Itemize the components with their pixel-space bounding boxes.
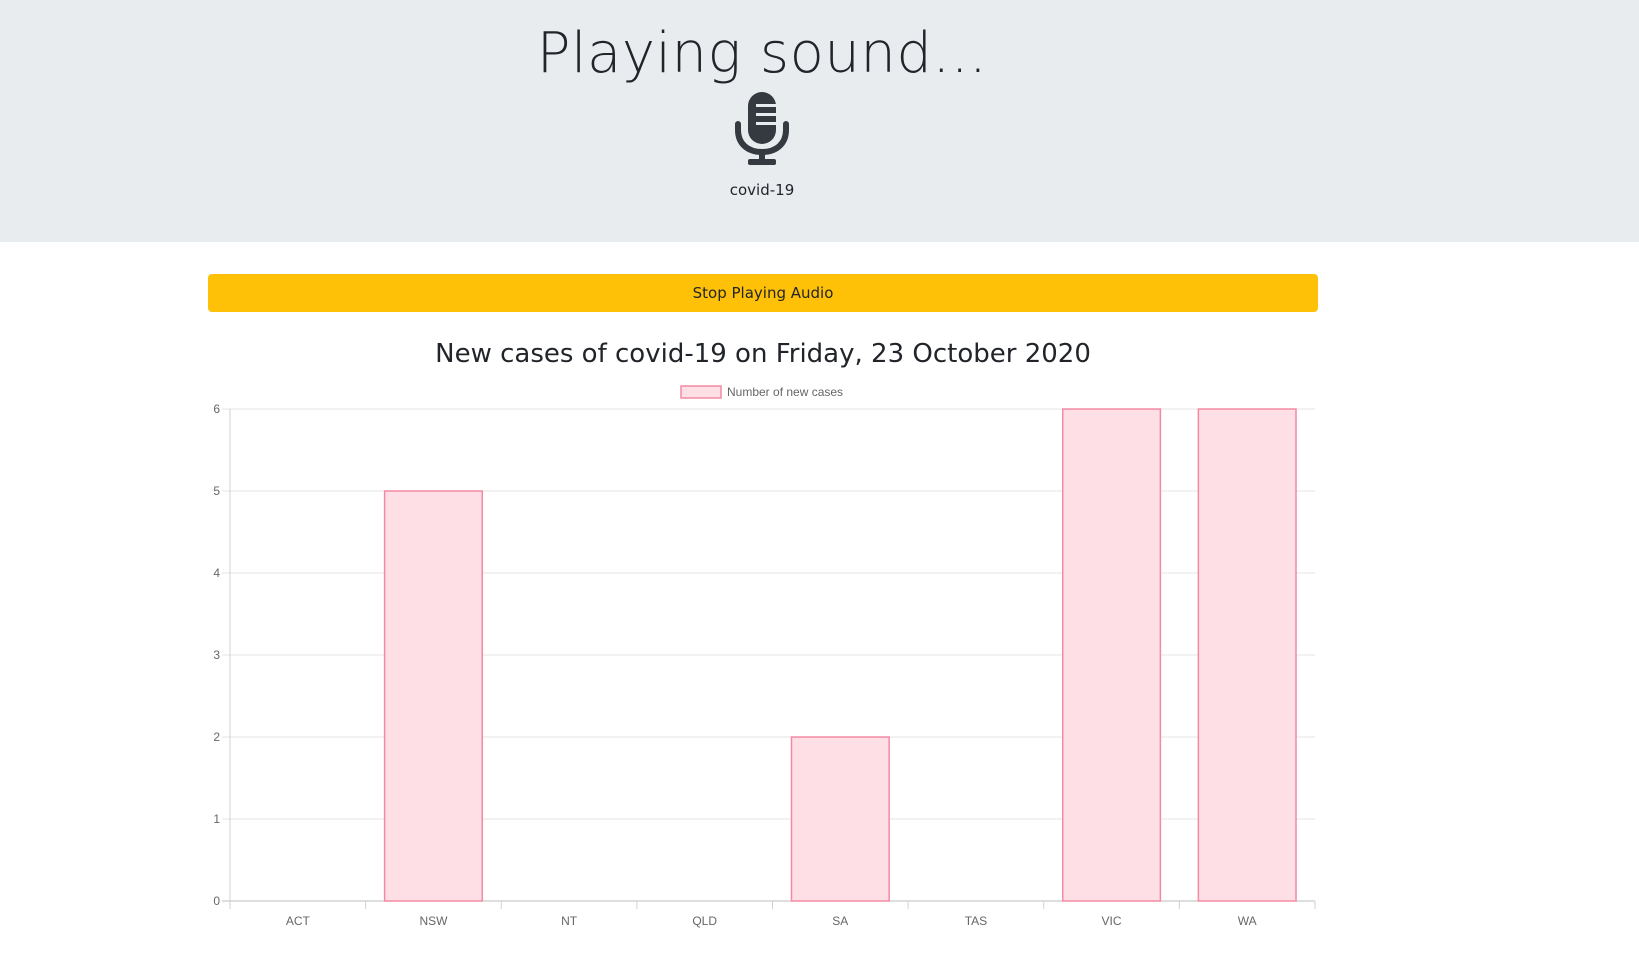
y-tick-label: 2 — [213, 730, 220, 744]
y-tick-label: 4 — [213, 566, 220, 580]
y-tick-label: 0 — [213, 894, 220, 908]
microphone-icon — [732, 92, 792, 168]
x-tick-label: SA — [832, 914, 848, 928]
y-tick-label: 1 — [213, 812, 220, 826]
x-tick-label: WA — [1238, 914, 1257, 928]
legend-swatch — [680, 385, 722, 399]
chart-title: New cases of covid-19 on Friday, 23 Octo… — [435, 339, 1091, 369]
page-title: Playing sound... — [536, 21, 988, 86]
x-tick-label: NT — [561, 914, 578, 928]
y-tick-label: 6 — [213, 402, 220, 416]
x-tick-label: TAS — [965, 914, 987, 928]
legend-label: Number of new cases — [727, 385, 843, 399]
bar-wa — [1197, 408, 1297, 902]
x-tick-label: QLD — [692, 914, 717, 928]
bar-sa — [790, 736, 890, 902]
x-tick-label: VIC — [1102, 914, 1122, 928]
topic-label: covid-19 — [729, 181, 795, 199]
stop-audio-button[interactable]: Stop Playing Audio — [208, 274, 1318, 312]
x-tick-label: ACT — [286, 914, 311, 928]
y-tick-label: 3 — [213, 648, 220, 662]
y-tick-label: 5 — [213, 484, 220, 498]
bar-nsw — [383, 490, 484, 902]
bar-vic — [1061, 408, 1162, 902]
x-tick-label: NSW — [419, 914, 448, 928]
header-jumbotron: Playing sound... covid-19 — [0, 0, 1639, 242]
